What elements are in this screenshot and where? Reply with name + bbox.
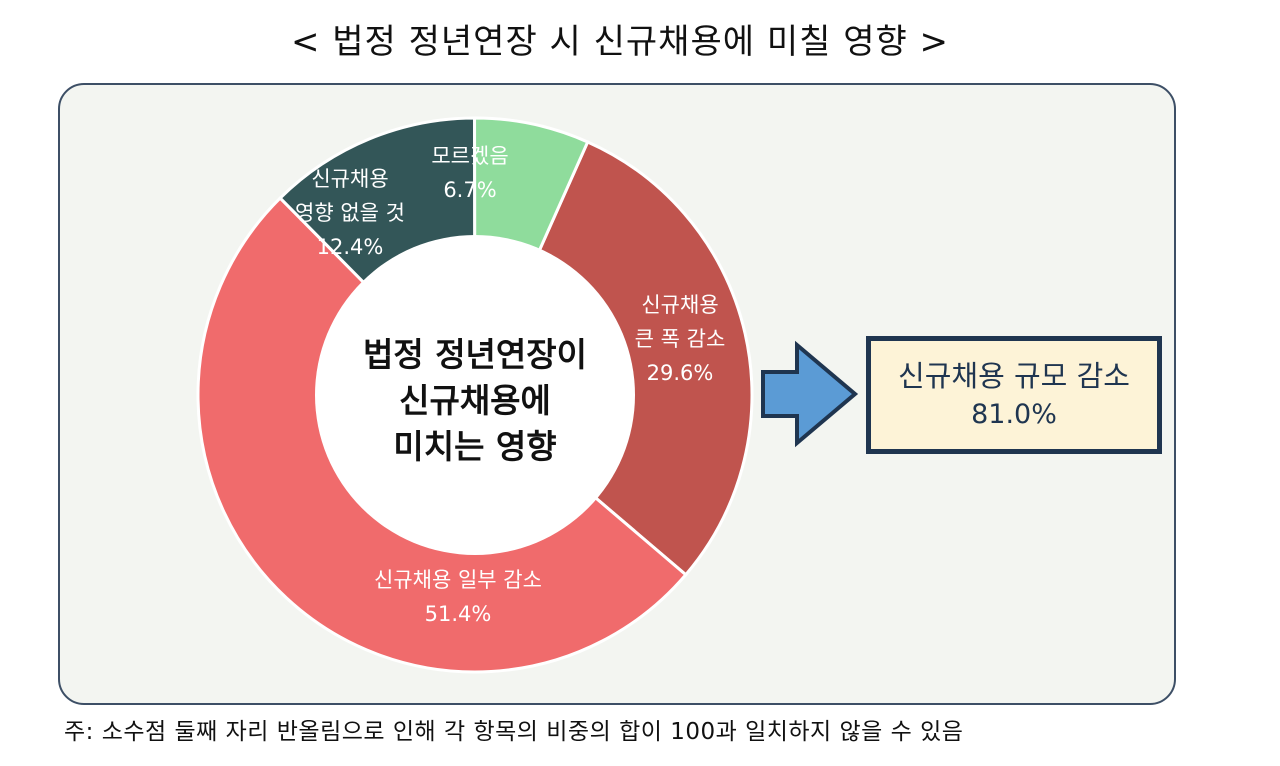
right-arrow-icon	[761, 340, 859, 448]
footnote: 주: 소수점 둘째 자리 반올림으로 인해 각 항목의 비중의 합이 100과 …	[64, 719, 964, 745]
slice-label: 신규채용 영향 없을 것 12.4%	[295, 167, 405, 259]
donut-hole	[315, 235, 635, 555]
callout-label: 신규채용 규모 감소	[898, 359, 1130, 393]
slice-label: 모르겠음 6.7%	[431, 144, 508, 202]
slice-label: 신규채용 일부 감소 51.4%	[374, 568, 542, 626]
center-label-text: 법정 정년연장이 신규채용에 미치는 영향	[363, 335, 587, 466]
callout-value: 81.0%	[971, 399, 1057, 430]
slice-label: 신규채용 큰 폭 감소 29.6%	[635, 293, 726, 385]
slice-labels: 신규채용 큰 폭 감소 29.6% 신규채용 일부 감소 51.4% 신규채용 영향 없을 …	[295, 144, 725, 626]
chart-title: < 법정 정년연장 시 신규채용에 미칠 영향 >	[290, 22, 950, 62]
center-label: 법정 정년연장이 신규채용에 미치는 영향	[363, 335, 587, 466]
summary-callout: 신규채용 규모 감소 81.0%	[866, 336, 1162, 454]
